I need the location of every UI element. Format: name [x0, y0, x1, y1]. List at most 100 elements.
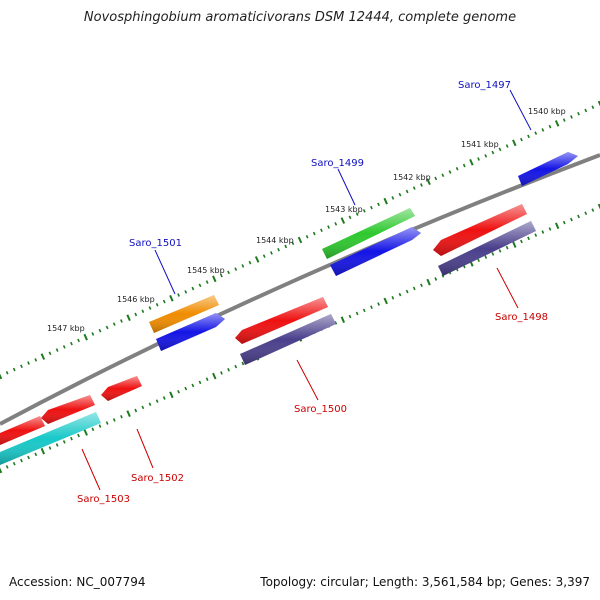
outer-track-minor-tick — [484, 154, 488, 158]
inner-track-minor-tick — [434, 277, 438, 281]
inner-track-minor-tick — [5, 465, 9, 469]
outer-track-minor-tick — [534, 131, 538, 135]
outer-track-major-tick — [426, 178, 431, 186]
outer-track-minor-tick — [291, 241, 295, 246]
inner-track-major-tick — [340, 316, 346, 323]
outer-track-major-tick — [340, 217, 346, 224]
outer-track-minor-tick — [27, 361, 30, 365]
accession-value: NC_007794 — [76, 575, 146, 589]
outer-track-minor-tick — [562, 118, 566, 122]
outer-track-minor-tick — [320, 228, 323, 233]
outer-track-minor-tick — [162, 299, 166, 304]
outer-track-minor-tick — [391, 196, 395, 200]
gene-red-left-b[interactable] — [41, 395, 95, 424]
outer-track-minor-tick — [48, 351, 52, 356]
outer-track-minor-tick — [98, 328, 102, 333]
inner-track-minor-tick — [77, 433, 80, 438]
accession-label: Accession: — [9, 575, 73, 589]
kbp-label-1541: 1541 kbp — [461, 140, 499, 149]
outer-track-minor-tick — [355, 212, 359, 216]
outer-track-minor-tick — [505, 144, 509, 148]
inner-track-minor-tick — [334, 321, 338, 325]
label-saro-1501[interactable]: Saro_1501 — [129, 238, 182, 249]
inner-track-minor-tick — [198, 380, 202, 385]
label-saro-1498[interactable]: Saro_1498 — [495, 312, 548, 323]
outer-track-minor-tick — [105, 325, 109, 330]
kbp-label-1547: 1547 kbp — [47, 324, 85, 333]
genes-label: Genes: — [509, 575, 552, 589]
inner-track-major-tick — [512, 241, 517, 248]
outer-track-minor-tick — [148, 306, 152, 310]
inner-track-minor-tick — [177, 389, 180, 394]
inner-track-minor-tick — [562, 220, 566, 225]
outer-track-minor-tick — [441, 173, 445, 178]
outer-track-minor-tick — [477, 157, 480, 161]
topology-value: circular — [320, 575, 365, 589]
inner-track-minor-tick — [420, 283, 423, 288]
inner-track-minor-tick — [98, 424, 102, 428]
inner-track-minor-tick — [112, 418, 116, 422]
gene-red-left-a[interactable] — [0, 416, 45, 445]
outer-track-minor-tick — [491, 150, 495, 155]
outer-track-minor-tick — [398, 192, 402, 197]
outer-track-major-tick — [0, 373, 3, 380]
inner-track-minor-tick — [55, 443, 59, 447]
outer-track-minor-tick — [134, 312, 138, 317]
inner-track-major-tick — [554, 222, 560, 230]
gene-saro-1498-slate[interactable] — [438, 221, 536, 276]
outer-track-minor-tick — [270, 251, 273, 255]
forward-genes — [149, 152, 578, 351]
outer-track-minor-tick — [312, 231, 316, 236]
accession: Accession: NC_007794 — [9, 575, 146, 589]
gene-saro-1501-orange[interactable] — [149, 295, 219, 333]
label-saro-1497[interactable]: Saro_1497 — [458, 80, 511, 91]
gene-saro-1501-blue[interactable] — [156, 313, 225, 351]
outer-track-minor-tick — [520, 137, 523, 142]
outer-track-minor-tick — [120, 319, 123, 323]
outer-track-minor-tick — [248, 260, 252, 265]
inner-track-minor-tick — [348, 314, 352, 319]
label-saro-1499[interactable]: Saro_1499 — [311, 158, 364, 169]
outer-track-minor-tick — [541, 128, 545, 132]
inner-track-minor-tick — [484, 255, 488, 259]
inner-track-minor-tick — [34, 452, 38, 457]
gene-saro-1499-blue[interactable] — [330, 227, 421, 276]
label-saro-1502[interactable]: Saro_1502 — [131, 473, 184, 484]
gene-saro-1497[interactable] — [518, 152, 578, 186]
inner-track-minor-tick — [241, 361, 245, 366]
genome-title: Novosphingobium aromaticivorans DSM 1244… — [83, 10, 517, 25]
outer-track-minor-tick — [77, 338, 80, 343]
gene-saro-1500-red[interactable] — [235, 297, 328, 344]
outer-track-major-tick — [469, 158, 474, 166]
inner-track-minor-tick — [577, 214, 580, 219]
gene-saro-1498-red[interactable] — [433, 204, 527, 256]
outer-track-minor-tick — [584, 108, 588, 113]
inner-track-minor-tick — [541, 230, 545, 234]
outer-track-major-tick — [254, 256, 260, 263]
inner-track-minor-tick — [548, 227, 552, 231]
inner-track-minor-tick — [205, 377, 209, 382]
gene-labels: Saro_1497 Saro_1499 Saro_1501 Saro_1498 … — [77, 80, 548, 505]
inner-track-minor-tick — [120, 414, 123, 419]
outer-track-minor-tick — [420, 183, 423, 187]
gene-saro-1503-cyan[interactable] — [0, 412, 101, 465]
gene-saro-1502-red[interactable] — [101, 376, 142, 401]
inner-track-major-tick — [169, 391, 174, 399]
label-saro-1500[interactable]: Saro_1500 — [294, 404, 347, 415]
outer-track-minor-tick — [220, 273, 223, 278]
inner-track-minor-tick — [477, 258, 480, 263]
inner-track-minor-tick — [398, 292, 402, 297]
inner-track-major-tick — [597, 203, 600, 210]
kbp-label-1543: 1543 kbp — [325, 205, 363, 214]
inner-track-major-tick — [40, 447, 46, 455]
kbp-label-1542: 1542 kbp — [393, 173, 431, 182]
gene-saro-1500-slate[interactable] — [240, 314, 336, 365]
outer-track-major-tick — [83, 333, 88, 341]
outer-track-minor-tick — [348, 215, 352, 220]
gene-saro-1499-green[interactable] — [322, 208, 415, 259]
label-saro-1503[interactable]: Saro_1503 — [77, 494, 130, 505]
inner-track-minor-tick — [505, 245, 509, 250]
outer-track-major-tick — [597, 100, 600, 107]
kbp-label-1544: 1544 kbp — [256, 236, 294, 245]
